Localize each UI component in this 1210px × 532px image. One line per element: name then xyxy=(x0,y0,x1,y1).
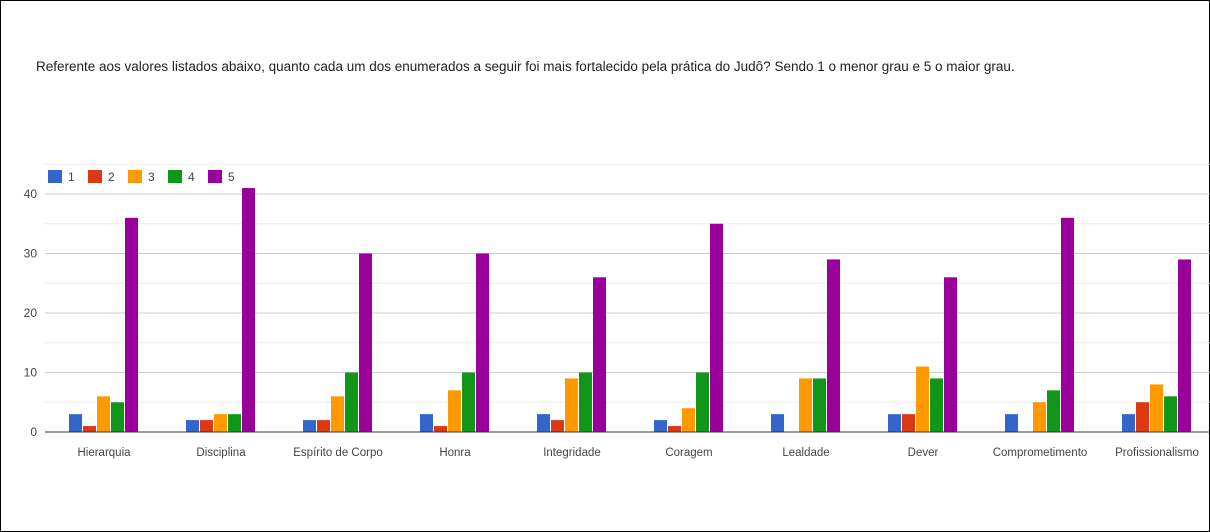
legend-swatch-4 xyxy=(168,170,182,183)
bar-dever-series-5 xyxy=(944,277,957,432)
bar-coragem-series-1 xyxy=(654,420,667,432)
bar-profissionalismo-series-1 xyxy=(1122,414,1135,432)
bar-coragem-series-2 xyxy=(668,426,681,432)
y-tick-label: 30 xyxy=(24,247,38,261)
legend-swatch-3 xyxy=(128,170,142,183)
x-category-label: Disciplina xyxy=(196,447,246,459)
x-category-label: Hierarquia xyxy=(77,447,131,459)
bar-integridade-series-5 xyxy=(593,277,606,432)
bar-comprometimento-series-1 xyxy=(1005,414,1018,432)
legend-label-2: 2 xyxy=(108,170,115,184)
legend-swatch-5 xyxy=(208,170,222,183)
y-tick-label: 40 xyxy=(24,187,38,201)
bar-coragem-series-5 xyxy=(710,223,723,432)
bar-hierarquia-series-1 xyxy=(69,414,82,432)
bar-disciplina-series-5 xyxy=(242,188,255,432)
bar-lealdade-series-3 xyxy=(799,378,812,432)
legend-label-4: 4 xyxy=(188,170,195,184)
bar-disciplina-series-2 xyxy=(200,420,213,432)
bar-disciplina-series-1 xyxy=(186,420,199,432)
bar-esp-rito-de-corpo-series-2 xyxy=(317,420,330,432)
bar-disciplina-series-3 xyxy=(214,414,227,432)
bar-esp-rito-de-corpo-series-5 xyxy=(359,253,372,432)
y-tick-label: 10 xyxy=(24,366,38,380)
x-category-label: Profissionalismo xyxy=(1115,447,1199,459)
bar-integridade-series-4 xyxy=(579,372,592,432)
bar-honra-series-5 xyxy=(476,253,489,432)
bar-disciplina-series-4 xyxy=(228,414,241,432)
bar-hierarquia-series-5 xyxy=(125,217,138,432)
bar-honra-series-1 xyxy=(420,414,433,432)
x-category-label: Lealdade xyxy=(782,447,829,459)
bar-lealdade-series-1 xyxy=(771,414,784,432)
bar-coragem-series-3 xyxy=(682,408,695,432)
y-tick-label: 0 xyxy=(30,425,37,439)
legend-swatch-1 xyxy=(48,170,62,183)
bar-integridade-series-3 xyxy=(565,378,578,432)
bar-integridade-series-1 xyxy=(537,414,550,432)
bar-esp-rito-de-corpo-series-1 xyxy=(303,420,316,432)
x-category-label: Dever xyxy=(908,447,939,459)
y-tick-label: 20 xyxy=(24,306,38,320)
bar-dever-series-3 xyxy=(916,366,929,432)
bar-coragem-series-4 xyxy=(696,372,709,432)
bar-profissionalismo-series-3 xyxy=(1150,384,1163,432)
x-category-label: Honra xyxy=(439,447,471,459)
question-title: Referente aos valores listados abaixo, q… xyxy=(36,59,1015,74)
bar-dever-series-2 xyxy=(902,414,915,432)
bar-comprometimento-series-3 xyxy=(1033,402,1046,432)
bar-comprometimento-series-5 xyxy=(1061,217,1074,432)
legend-label-1: 1 xyxy=(68,170,75,184)
legend-swatch-2 xyxy=(88,170,102,183)
x-category-label: Comprometimento xyxy=(993,447,1088,459)
bar-honra-series-2 xyxy=(434,426,447,432)
bar-profissionalismo-series-4 xyxy=(1164,396,1177,432)
bar-hierarquia-series-2 xyxy=(83,426,96,432)
legend-label-3: 3 xyxy=(148,170,155,184)
legend-label-5: 5 xyxy=(228,170,235,184)
bar-lealdade-series-4 xyxy=(813,378,826,432)
bar-profissionalismo-series-2 xyxy=(1136,402,1149,432)
bar-honra-series-4 xyxy=(462,372,475,432)
bar-esp-rito-de-corpo-series-3 xyxy=(331,396,344,432)
bar-dever-series-4 xyxy=(930,378,943,432)
bar-hierarquia-series-3 xyxy=(97,396,110,432)
bar-honra-series-3 xyxy=(448,390,461,432)
x-category-label: Integridade xyxy=(543,447,601,459)
bar-hierarquia-series-4 xyxy=(111,402,124,432)
x-category-label: Coragem xyxy=(665,447,712,459)
x-category-label: Espírito de Corpo xyxy=(293,447,383,459)
bar-integridade-series-2 xyxy=(551,420,564,432)
bar-lealdade-series-5 xyxy=(827,259,840,432)
bar-profissionalismo-series-5 xyxy=(1178,259,1191,432)
bar-comprometimento-series-4 xyxy=(1047,390,1060,432)
bar-esp-rito-de-corpo-series-4 xyxy=(345,372,358,432)
bar-dever-series-1 xyxy=(888,414,901,432)
